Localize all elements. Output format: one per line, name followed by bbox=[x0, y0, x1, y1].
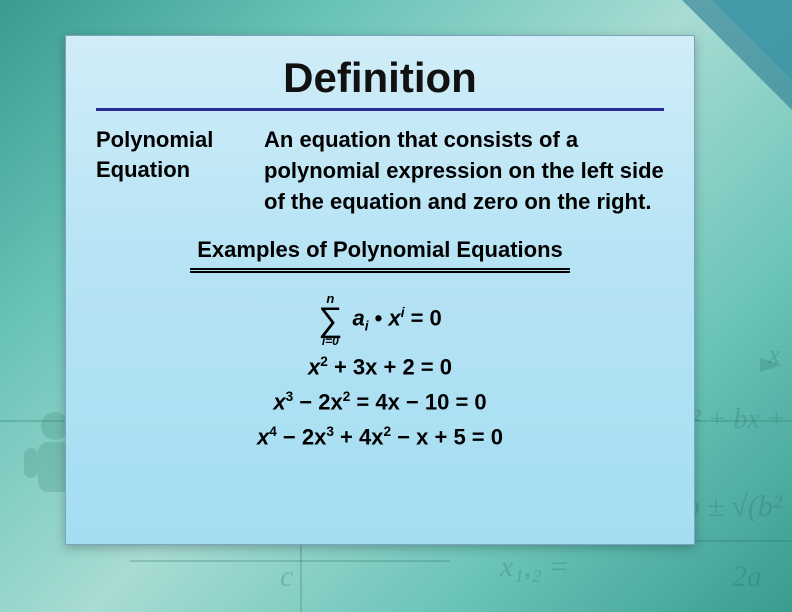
examples-heading: Examples of Polynomial Equations bbox=[197, 237, 563, 266]
term-line-1: Polynomial bbox=[96, 127, 213, 152]
equation-3: x3 − 2x2 = 4x − 10 = 0 bbox=[96, 389, 664, 416]
bg-formula-c: c bbox=[280, 560, 293, 594]
bg-formula-2a: 2a bbox=[732, 560, 762, 594]
term-line-2: Equation bbox=[96, 157, 190, 182]
equation-2: x2 + 3x + 2 = 0 bbox=[96, 354, 664, 381]
definition-text: An equation that consists of a polynomia… bbox=[264, 125, 664, 217]
bg-fraction-bar-2 bbox=[130, 560, 450, 562]
equation-general-body: ai • xi = 0 bbox=[352, 305, 441, 335]
equation-general: n ∑ i=0 ai • xi = 0 bbox=[96, 283, 664, 346]
definition-row: Polynomial Equation An equation that con… bbox=[96, 125, 664, 217]
sigma-glyph: ∑ bbox=[318, 305, 342, 336]
definition-card: Definition Polynomial Equation An equati… bbox=[65, 35, 695, 545]
examples-block: Examples of Polynomial Equations n ∑ i=0… bbox=[96, 237, 664, 450]
corner-banner-icon bbox=[682, 0, 792, 110]
sigma-symbol: n ∑ i=0 bbox=[318, 293, 342, 346]
card-title: Definition bbox=[96, 54, 664, 102]
equation-4: x4 − 2x3 + 4x2 − x + 5 = 0 bbox=[96, 424, 664, 451]
double-underline bbox=[190, 268, 570, 273]
term-label: Polynomial Equation bbox=[96, 125, 246, 217]
bg-formula-x12: x₁,₂ = bbox=[500, 550, 569, 584]
bg-formula-x: x bbox=[768, 340, 780, 370]
sigma-lower: i=0 bbox=[322, 336, 339, 347]
title-divider bbox=[96, 108, 664, 111]
